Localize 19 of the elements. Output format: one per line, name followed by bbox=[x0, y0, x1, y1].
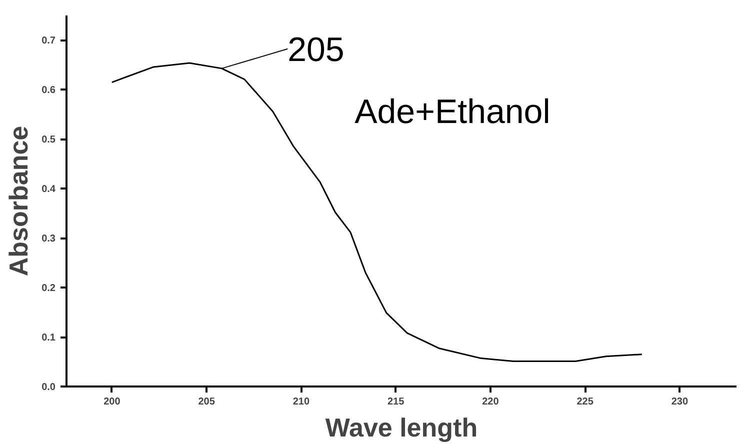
y-tick-label: 0.1 bbox=[42, 332, 56, 344]
y-tick-label: 0.7 bbox=[42, 36, 56, 47]
x-tick-label: 200 bbox=[104, 396, 121, 408]
annotation: Ade+Ethanol bbox=[354, 92, 550, 131]
y-axis-title: Absorbance bbox=[4, 126, 34, 276]
x-tick-label: 215 bbox=[387, 396, 405, 408]
x-tick-label: 210 bbox=[292, 396, 310, 408]
x-tick-label: 220 bbox=[482, 396, 500, 408]
y-tick-label: 0.5 bbox=[42, 134, 56, 146]
annotation: 205 bbox=[288, 30, 344, 69]
y-tick-label: 0.3 bbox=[42, 234, 56, 245]
y-tick-label: 0.6 bbox=[42, 85, 56, 96]
y-tick-label: 0.4 bbox=[42, 184, 56, 196]
x-tick-label: 225 bbox=[576, 396, 594, 408]
y-tick-label: 0.2 bbox=[42, 283, 56, 294]
y-tick-label: 0.0 bbox=[42, 382, 56, 393]
x-axis-title: Wave length bbox=[325, 412, 478, 442]
x-tick-label: 230 bbox=[671, 396, 688, 408]
x-tick-label: 205 bbox=[198, 396, 216, 408]
